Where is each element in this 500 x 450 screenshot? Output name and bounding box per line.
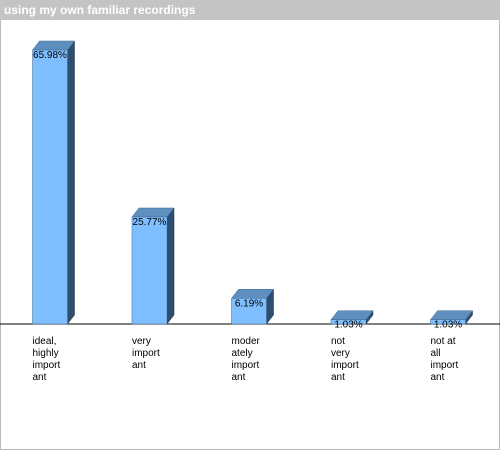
bar [230, 288, 275, 325]
data-label: 65.98% [33, 50, 67, 61]
data-label: 1.03% [334, 320, 362, 331]
bar [330, 309, 374, 325]
bar-front [231, 298, 267, 325]
bar-side [67, 40, 75, 325]
x-tick-label: not very import ant [331, 336, 359, 383]
data-label: 25.77% [133, 217, 167, 228]
data-label: 6.19% [235, 298, 263, 309]
bar-top [131, 207, 175, 218]
bar-side [166, 207, 175, 325]
bar-front [430, 319, 466, 325]
bar-front [330, 319, 367, 325]
bar-top [330, 310, 374, 320]
bar [131, 207, 175, 325]
bar-top [230, 289, 275, 299]
x-tick-label: very import ant [132, 336, 160, 371]
chart-title: using my own familiar recordings [0, 0, 500, 20]
bar [429, 309, 474, 325]
bar [31, 40, 76, 325]
x-tick-label: moder ately import ant [231, 336, 260, 383]
bar-front [32, 49, 68, 325]
bar-top [429, 310, 474, 320]
x-tick-label: ideal, highly import ant [32, 336, 61, 383]
data-label: 1.03% [434, 320, 462, 331]
bar-top [31, 40, 76, 51]
x-tick-label: not at all import ant [430, 336, 459, 383]
bar-front [131, 216, 168, 325]
